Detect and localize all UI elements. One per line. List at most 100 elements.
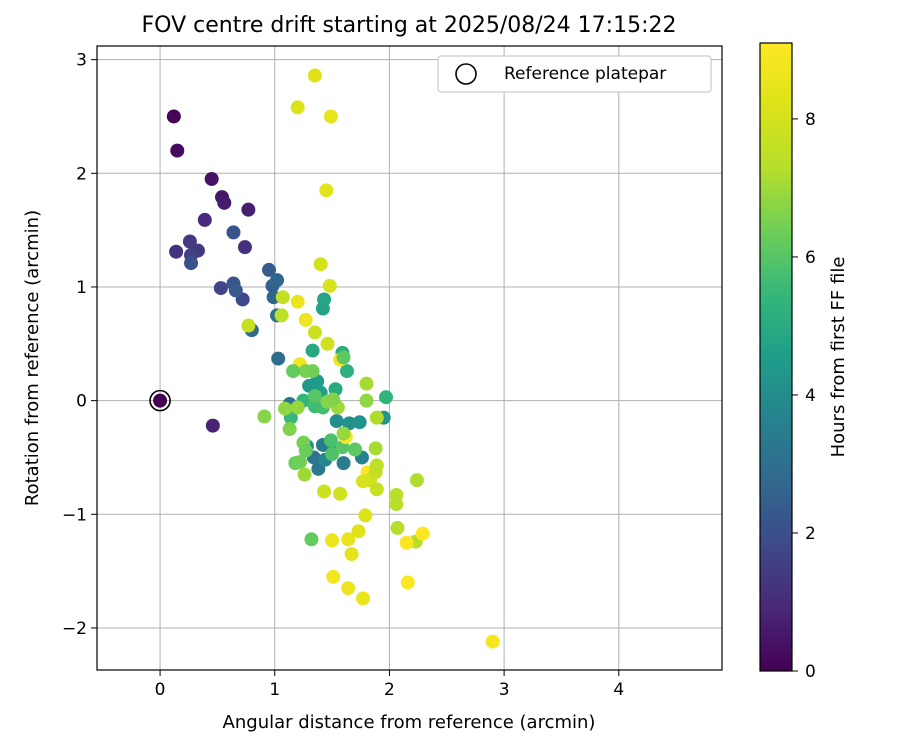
data-point (241, 202, 256, 217)
data-point (352, 415, 367, 430)
data-point (271, 351, 286, 366)
data-point (359, 393, 374, 408)
data-point (204, 171, 219, 186)
colorbar-label: Hours from first FF file (828, 257, 849, 458)
data-point (409, 473, 424, 488)
colorbar: 0 2 4 6 8 Hours from first FF file (759, 42, 849, 682)
colorbar-tick-label: 2 (805, 524, 816, 544)
data-point (292, 455, 307, 469)
data-point (282, 422, 297, 437)
plot-frame (96, 45, 723, 671)
data-point (317, 292, 332, 307)
data-point (197, 212, 212, 227)
data-point (351, 524, 366, 539)
data-point (304, 532, 319, 547)
data-point (205, 418, 220, 433)
y-axis-ticks: −2 −1 0 1 2 3 (62, 51, 97, 639)
data-point (485, 634, 500, 649)
data-point (307, 325, 322, 340)
data-points (153, 68, 500, 649)
data-point (325, 447, 340, 462)
data-point (213, 281, 228, 296)
colorbar-tick-label: 8 (805, 110, 816, 130)
data-point (336, 426, 351, 441)
data-point (307, 68, 322, 83)
data-point (305, 343, 320, 358)
data-point (359, 376, 374, 391)
data-point (307, 389, 322, 404)
grid-lines (97, 46, 722, 670)
data-point (415, 526, 430, 541)
colorbar-tick-label: 0 (805, 662, 816, 682)
y-tick-label: −2 (62, 619, 87, 639)
data-point (348, 442, 363, 457)
x-axis-ticks: 0 1 2 3 4 (155, 670, 624, 700)
data-point (390, 520, 405, 535)
colorbar-gradient (759, 42, 793, 672)
y-axis-label: Rotation from reference (arcmin) (22, 210, 43, 506)
data-point (153, 393, 168, 408)
data-point (326, 569, 341, 584)
data-point (166, 109, 181, 124)
colorbar-ticks: 0 2 4 6 8 (792, 110, 816, 682)
x-tick-label: 1 (269, 680, 280, 700)
data-point (369, 458, 384, 473)
data-point (241, 318, 256, 333)
y-tick-label: −1 (62, 505, 87, 525)
data-point (290, 400, 305, 415)
data-point (169, 244, 184, 259)
x-tick-label: 2 (384, 680, 395, 700)
data-point (341, 532, 356, 547)
data-point (226, 225, 241, 240)
colorbar-tick-label: 4 (805, 386, 816, 406)
data-point (257, 409, 272, 424)
data-point (368, 441, 383, 456)
data-point (237, 240, 252, 255)
data-point (286, 364, 301, 379)
x-tick-label: 3 (499, 680, 510, 700)
data-point (317, 484, 332, 499)
data-point (320, 336, 335, 351)
data-point (305, 364, 320, 379)
legend-label: Reference platepar (504, 64, 666, 84)
data-point (333, 486, 348, 501)
data-point (275, 290, 290, 305)
data-point (356, 591, 371, 606)
data-point (344, 547, 359, 562)
colorbar-tick-label: 6 (805, 248, 816, 268)
data-point (340, 364, 354, 379)
data-point (341, 581, 356, 596)
data-point (270, 273, 285, 288)
data-point (369, 482, 384, 497)
data-point (228, 283, 243, 298)
data-point (290, 100, 305, 115)
data-point (170, 143, 185, 158)
data-point (298, 312, 313, 327)
data-point (399, 535, 414, 550)
data-point (323, 433, 338, 448)
data-point (336, 456, 351, 471)
y-tick-label: 0 (76, 392, 87, 412)
data-point (278, 401, 293, 416)
chart-title: FOV centre drift starting at 2025/08/24 … (142, 13, 677, 38)
data-point (184, 256, 199, 271)
data-point (274, 308, 289, 323)
data-point (358, 508, 373, 523)
data-point (290, 294, 305, 309)
data-point (182, 234, 197, 249)
data-point (297, 467, 312, 482)
data-point (389, 497, 404, 512)
data-point (369, 410, 384, 425)
data-point (313, 257, 328, 272)
x-axis-label: Angular distance from reference (arcmin) (223, 712, 596, 733)
data-point (217, 195, 232, 210)
data-point (323, 109, 338, 124)
data-point (378, 390, 393, 405)
x-tick-label: 4 (613, 680, 624, 700)
data-point (342, 416, 357, 431)
data-point (400, 575, 415, 590)
y-tick-label: 2 (76, 164, 87, 184)
y-tick-label: 1 (76, 278, 87, 298)
reference-platepar-marker (149, 389, 171, 412)
